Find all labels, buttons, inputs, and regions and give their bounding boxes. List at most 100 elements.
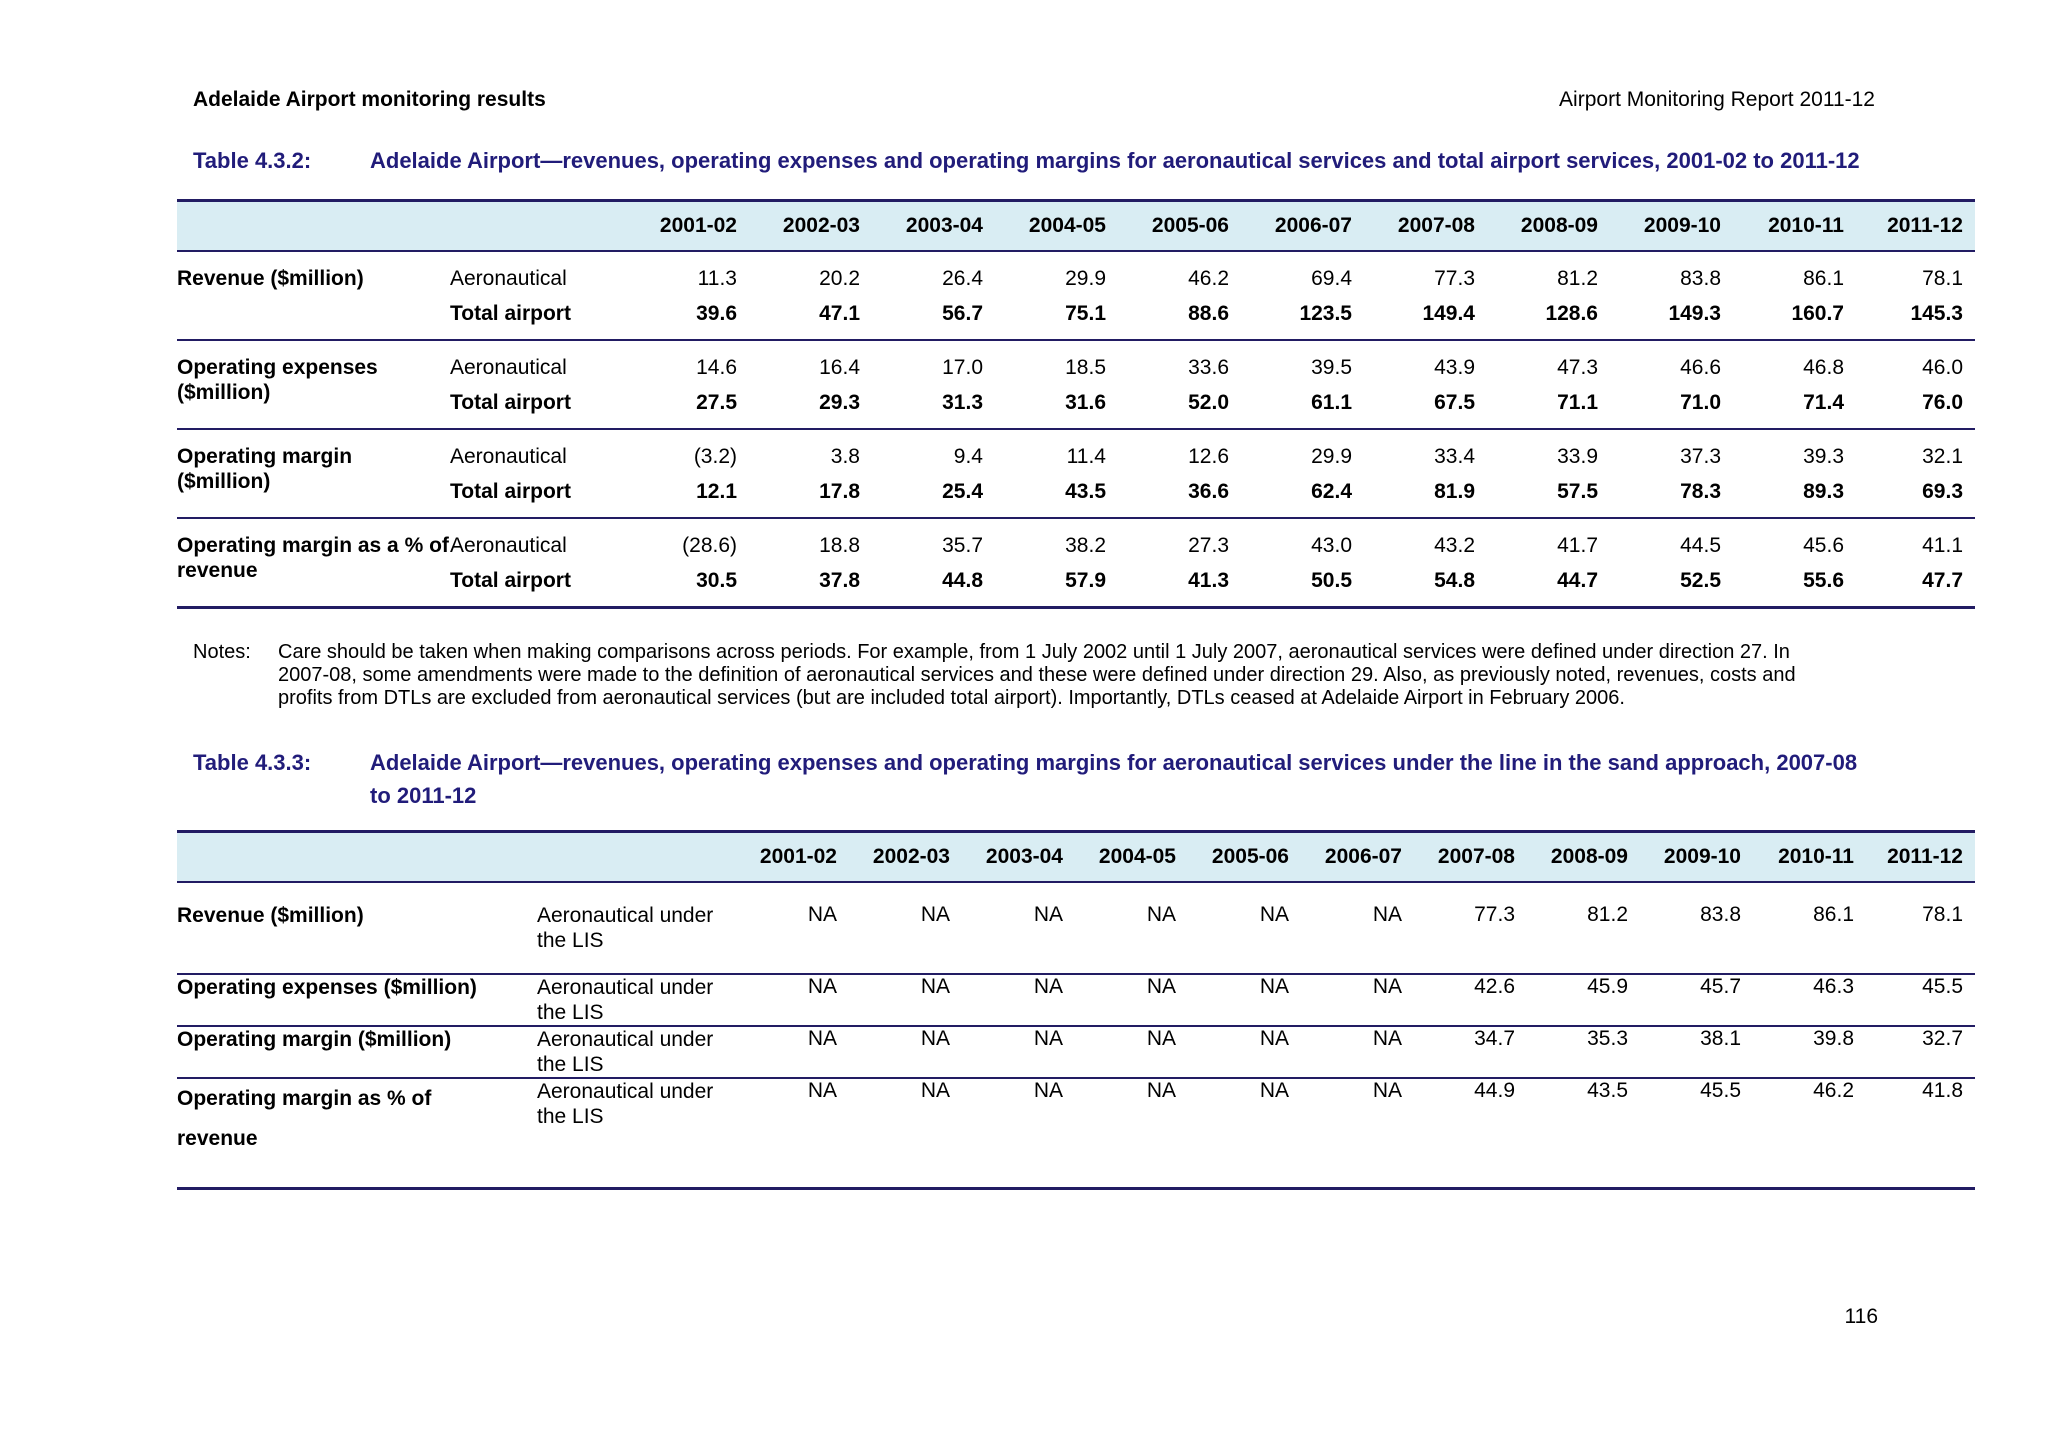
- value-cell: NA: [1372, 1027, 1402, 1050]
- value-cell: 16.4: [819, 355, 860, 379]
- row-group-label: Operating margin as a % of revenue: [177, 534, 449, 582]
- value-cell: 44.5: [1680, 533, 1721, 557]
- row-revenue-lis: Revenue ($million) Aeronautical under th…: [177, 882, 1975, 974]
- row-margin-pct-lis: Operating margin as % of revenue Aeronau…: [177, 1078, 1975, 1189]
- value-cell: 29.9: [1065, 266, 1106, 290]
- value-cell: 45.9: [1587, 975, 1628, 998]
- value-cell: 44.7: [1557, 568, 1598, 592]
- value-cell: NA: [1146, 903, 1176, 926]
- table-row: Operating margin as a % of revenue Aeron…: [177, 518, 1975, 583]
- year-header: 2010-11: [1741, 831, 1854, 883]
- value-cell: 71.0: [1680, 390, 1721, 414]
- value-cell: 78.1: [1922, 903, 1963, 926]
- value-cell: NA: [1372, 903, 1402, 926]
- value-cell: 86.1: [1813, 903, 1854, 926]
- running-header: Adelaide Airport monitoring results Airp…: [193, 88, 1875, 112]
- table-row: Operating margin ($million) Aeronautical…: [177, 1026, 1975, 1078]
- value-cell: 55.6: [1803, 568, 1844, 592]
- empty-header-cell: [450, 200, 614, 252]
- value-cell: 46.0: [1922, 355, 1963, 379]
- value-cell: 41.3: [1188, 568, 1229, 592]
- value-cell: 11.3: [697, 266, 737, 290]
- value-cell: 12.6: [1188, 444, 1229, 468]
- value-cell: 32.1: [1922, 444, 1963, 468]
- value-cell: 57.9: [1065, 568, 1106, 592]
- running-header-left: Adelaide Airport monitoring results: [193, 88, 546, 111]
- group-operating-expenses: Operating expenses ($million) Aeronautic…: [177, 340, 1975, 429]
- page-number: 116: [1844, 1305, 1878, 1328]
- value-cell: NA: [1259, 1027, 1289, 1050]
- value-cell: 47.1: [819, 301, 860, 325]
- table-433-caption: Table 4.3.3: Adelaide Airport—revenues, …: [193, 746, 2048, 812]
- value-cell: 39.6: [696, 301, 737, 325]
- year-header: 2005-06: [1176, 831, 1289, 883]
- table-432-caption-label: Table 4.3.2:: [193, 148, 312, 173]
- value-cell: 37.3: [1680, 444, 1721, 468]
- value-cell: 38.2: [1065, 533, 1106, 557]
- notes-block: Notes: Care should be taken when making …: [193, 641, 2048, 710]
- value-cell: 52.5: [1680, 568, 1721, 592]
- row-margin-lis: Operating margin ($million) Aeronautical…: [177, 1026, 1975, 1078]
- year-header: 2004-05: [1063, 831, 1176, 883]
- value-cell: 43.5: [1587, 1079, 1628, 1102]
- table-row: Operating expenses ($million) Aeronautic…: [177, 340, 1975, 405]
- group-operating-margin-pct: Operating margin as a % of revenue Aeron…: [177, 518, 1975, 608]
- value-cell: 62.4: [1311, 479, 1352, 503]
- value-cell: 47.3: [1557, 355, 1598, 379]
- row-sublabel: Aeronautical: [450, 534, 567, 557]
- value-cell: 46.2: [1188, 266, 1229, 290]
- row-opex-lis: Operating expenses ($million) Aeronautic…: [177, 974, 1975, 1026]
- value-cell: 45.7: [1700, 975, 1741, 998]
- value-cell: 37.8: [819, 568, 860, 592]
- value-cell: 33.4: [1434, 444, 1475, 468]
- value-cell: 31.3: [942, 390, 983, 414]
- value-cell: 34.7: [1474, 1027, 1515, 1050]
- value-cell: 46.3: [1813, 975, 1854, 998]
- value-cell: 30.5: [696, 568, 737, 592]
- value-cell: 44.8: [942, 568, 983, 592]
- value-cell: NA: [807, 975, 837, 998]
- value-cell: 39.3: [1803, 444, 1844, 468]
- table-433: 2001-02 2002-03 2003-04 2004-05 2005-06 …: [177, 830, 1975, 1190]
- row-sublabel: Total airport: [450, 569, 571, 592]
- empty-header-cell: [177, 831, 537, 883]
- value-cell: 26.4: [942, 266, 983, 290]
- year-header: 2002-03: [737, 200, 860, 252]
- value-cell: 47.7: [1922, 568, 1963, 592]
- value-cell: 149.3: [1668, 301, 1721, 325]
- table-row: Revenue ($million) Aeronautical 11.3 20.…: [177, 251, 1975, 296]
- value-cell: NA: [807, 1079, 837, 1102]
- value-cell: 33.6: [1188, 355, 1229, 379]
- year-header: 2001-02: [724, 831, 837, 883]
- value-cell: NA: [1259, 1079, 1289, 1102]
- value-cell: NA: [1372, 1079, 1402, 1102]
- value-cell: 67.5: [1434, 390, 1475, 414]
- value-cell: NA: [807, 903, 837, 926]
- value-cell: 50.5: [1311, 568, 1352, 592]
- value-cell: 9.4: [953, 444, 983, 468]
- value-cell: 43.0: [1311, 533, 1352, 557]
- value-cell: 45.5: [1700, 1079, 1741, 1102]
- table-432-header-row: 2001-02 2002-03 2003-04 2004-05 2005-06 …: [177, 200, 1975, 252]
- value-cell: 149.4: [1422, 301, 1475, 325]
- value-cell: NA: [1146, 1079, 1176, 1102]
- value-cell: 83.8: [1680, 266, 1721, 290]
- value-cell: 128.6: [1545, 301, 1598, 325]
- value-cell: 20.2: [819, 266, 860, 290]
- table-row: Total airport 30.5 37.8 44.8 57.9 41.3 5…: [177, 563, 1975, 608]
- table-433-caption-title: Adelaide Airport—revenues, operating exp…: [370, 750, 1858, 808]
- value-cell: 123.5: [1299, 301, 1352, 325]
- value-cell: NA: [1033, 975, 1063, 998]
- value-cell: 81.2: [1557, 266, 1598, 290]
- value-cell: 77.3: [1434, 266, 1475, 290]
- value-cell: NA: [1372, 975, 1402, 998]
- value-cell: 71.4: [1803, 390, 1844, 414]
- year-header: 2006-07: [1229, 200, 1352, 252]
- value-cell: 14.6: [696, 355, 737, 379]
- value-cell: 71.1: [1557, 390, 1598, 414]
- year-header: 2004-05: [983, 200, 1106, 252]
- value-cell: NA: [1259, 903, 1289, 926]
- value-cell: 160.7: [1791, 301, 1844, 325]
- row-sublabel: Aeronautical under the LIS: [537, 904, 714, 952]
- value-cell: 38.1: [1700, 1027, 1741, 1050]
